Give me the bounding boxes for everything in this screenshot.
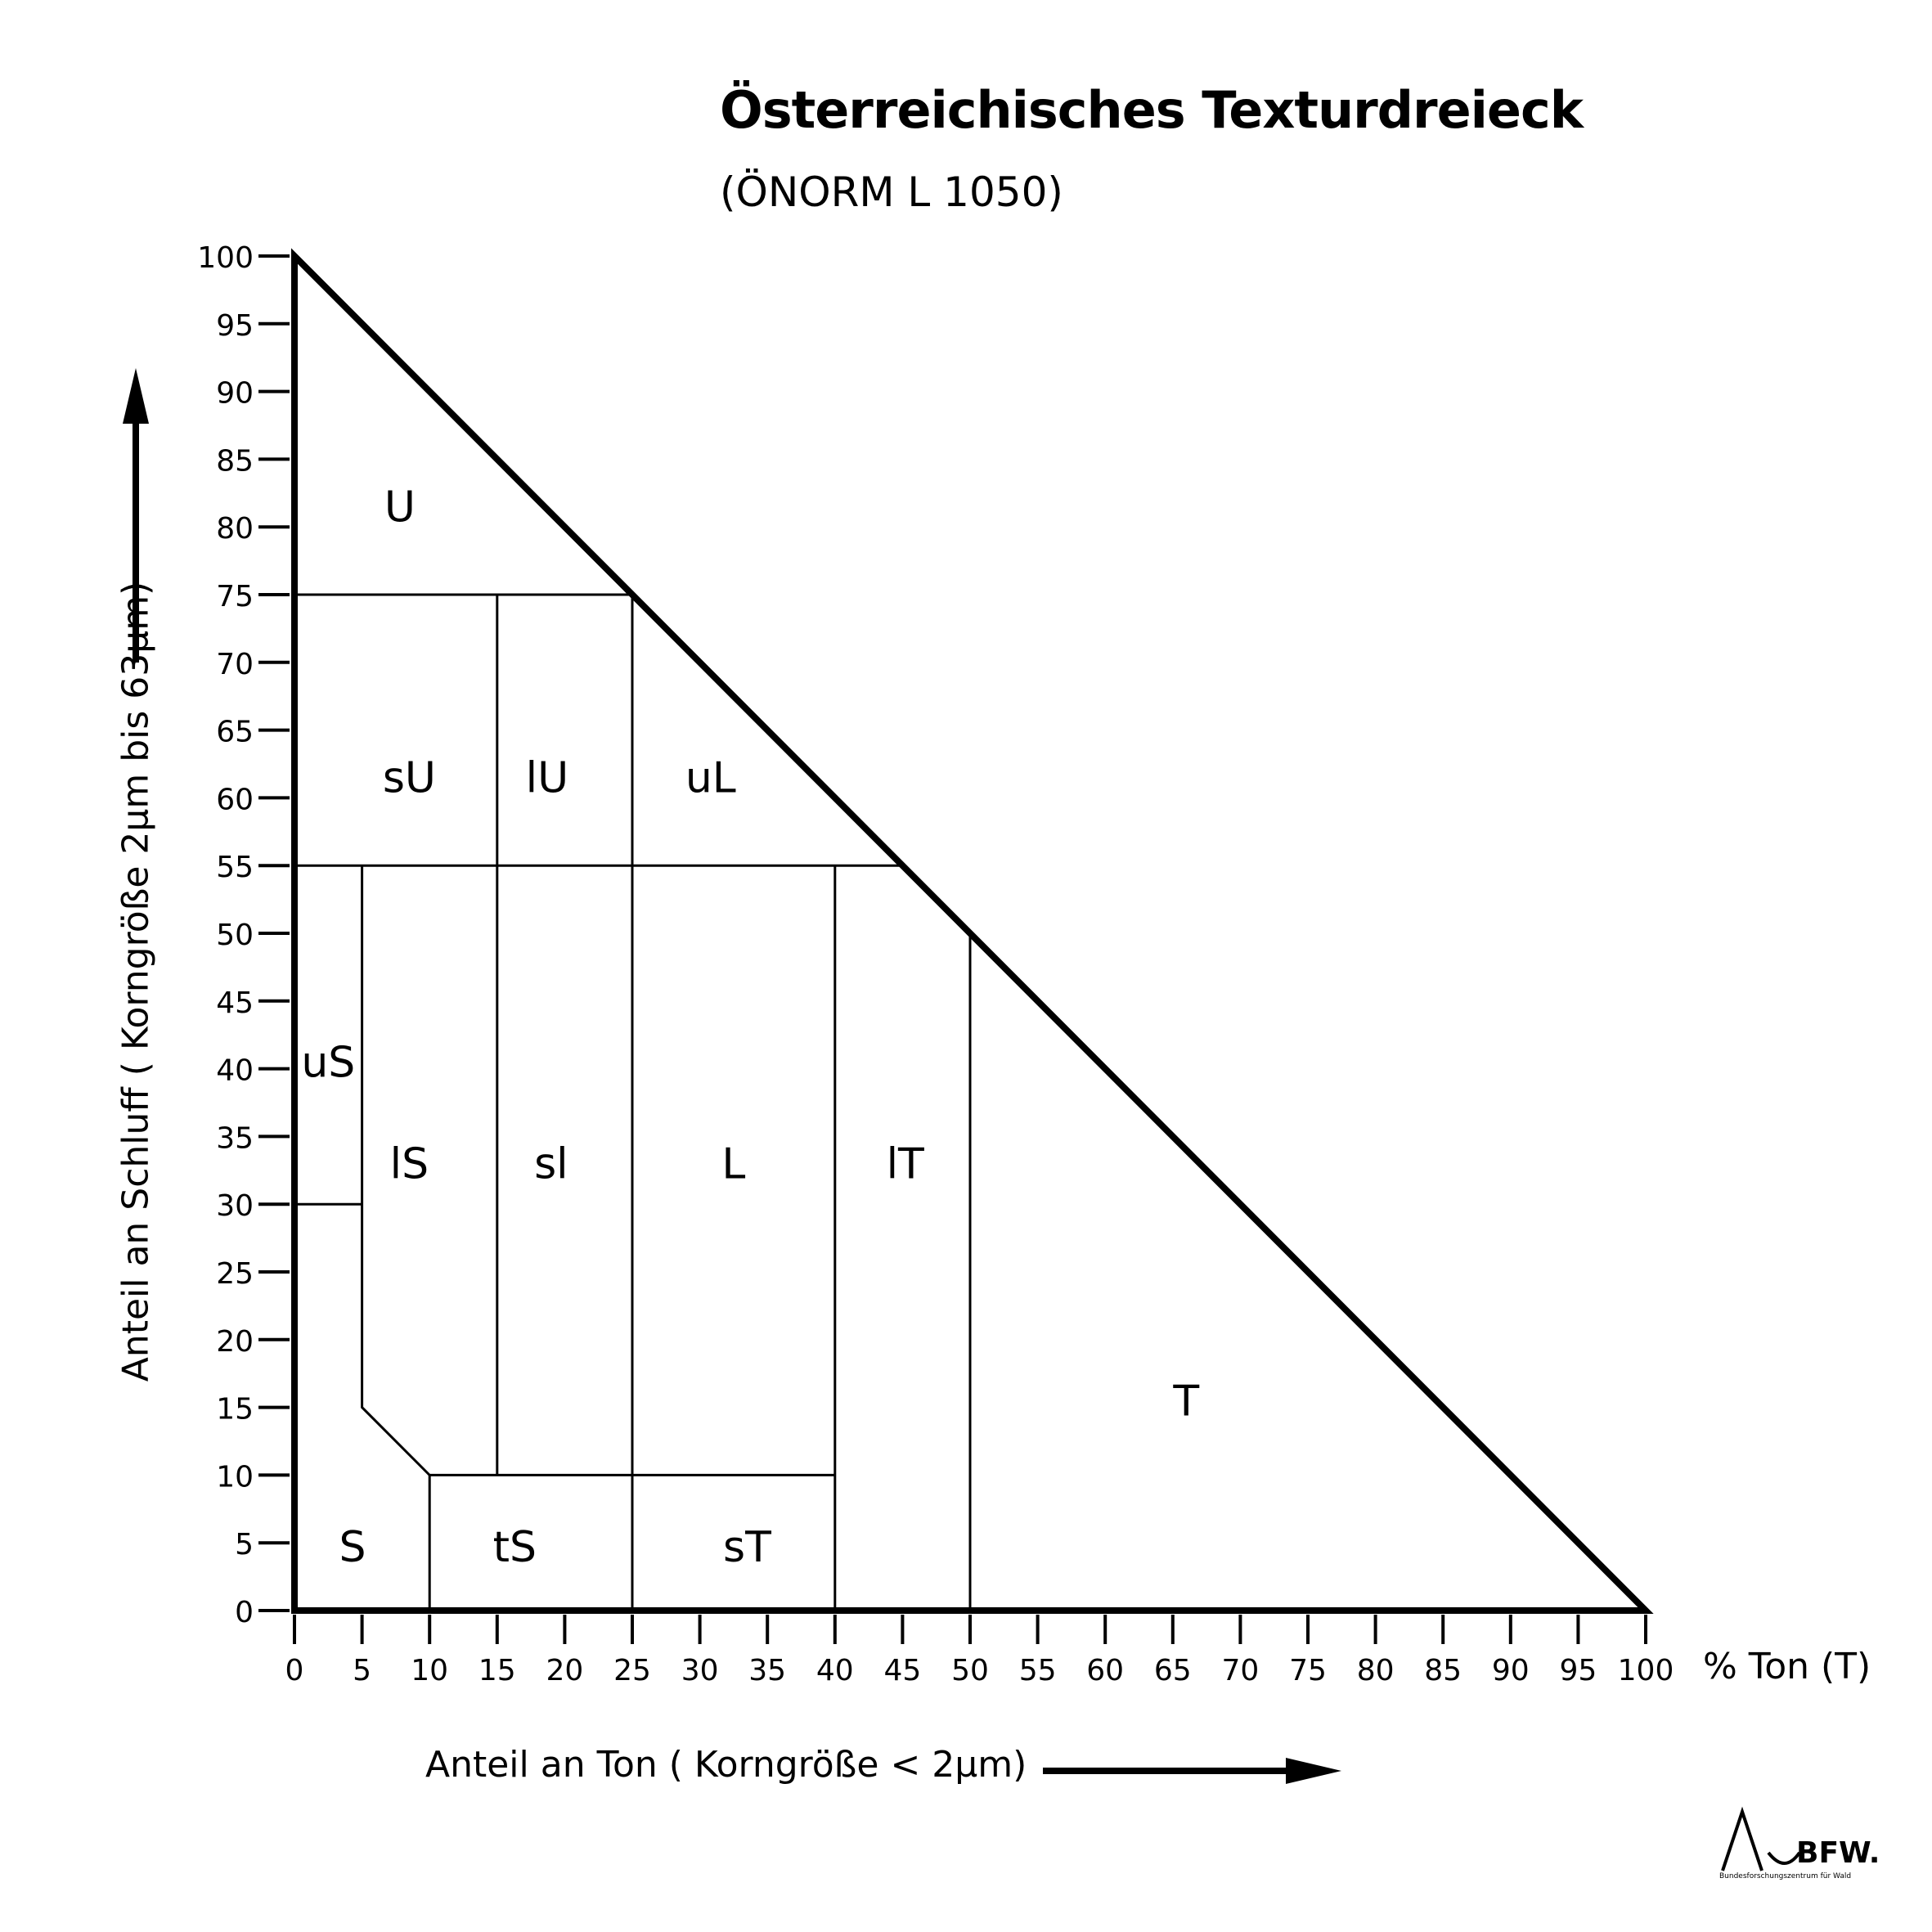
y-axis-title: Anteil an Schluff ( Korngröße 2µm bis 63… bbox=[115, 581, 157, 1382]
y-tick-label: 80 bbox=[216, 512, 254, 546]
y-tick-label: 35 bbox=[216, 1121, 254, 1155]
class-label-lT: lT bbox=[887, 1140, 924, 1189]
y-tick-label: 45 bbox=[216, 986, 254, 1020]
x-tick-label: 5 bbox=[353, 1654, 371, 1687]
y-axis-ticks: 0 5 10 15 20 25 30 35 40 45 50 55 60 65 70 75 80 85 90 95 10… bbox=[197, 241, 290, 1629]
page-subtitle: (ÖNORM L 1050) bbox=[720, 168, 1063, 216]
y-tick-label: 55 bbox=[216, 851, 254, 884]
class-label-sl: sl bbox=[534, 1140, 568, 1189]
x-tick-label: 60 bbox=[1086, 1654, 1124, 1687]
x-tick-label: 20 bbox=[546, 1654, 583, 1687]
bfw-logo: BFW. Bundesforschungszentrum für Wald bbox=[1719, 1804, 1899, 1885]
x-tick-label: 80 bbox=[1357, 1654, 1395, 1687]
class-label-tS: tS bbox=[493, 1523, 537, 1572]
class-label-T: T bbox=[1172, 1377, 1199, 1426]
x-axis-ticks: 0 5 10 15 20 25 30 35 40 45 50 55 60 65 70 75 80 85 90 95 10… bbox=[285, 1615, 1674, 1687]
tree-logo-icon bbox=[1721, 1806, 1801, 1871]
y-tick-label: 60 bbox=[216, 783, 254, 816]
x-tick-label: 55 bbox=[1019, 1654, 1057, 1687]
x-axis-title: Anteil an Ton ( Korngröße < 2µm) bbox=[425, 1744, 1027, 1786]
x-tick-label: 30 bbox=[681, 1654, 719, 1687]
y-axis-arrow-icon bbox=[123, 368, 149, 663]
class-label-L: L bbox=[721, 1140, 745, 1189]
x-tick-label: 15 bbox=[479, 1654, 516, 1687]
y-tick-label: 50 bbox=[216, 919, 254, 952]
y-tick-label: 20 bbox=[216, 1325, 254, 1359]
class-boundaries bbox=[294, 593, 972, 1611]
class-label-uL: uL bbox=[685, 754, 736, 803]
class-label-sT: sT bbox=[723, 1523, 771, 1572]
x-tick-label: 70 bbox=[1221, 1654, 1259, 1687]
class-label-S: S bbox=[339, 1523, 366, 1572]
class-label-lS: lS bbox=[390, 1140, 429, 1189]
y-tick-label: 100 bbox=[197, 241, 254, 275]
y-tick-label: 30 bbox=[216, 1189, 254, 1223]
y-tick-label: 0 bbox=[235, 1596, 254, 1629]
x-tick-label: 95 bbox=[1559, 1654, 1597, 1687]
x-axis-unit-label: % Ton (T) bbox=[1703, 1646, 1871, 1687]
x-tick-label: 100 bbox=[1618, 1654, 1674, 1687]
x-tick-label: 75 bbox=[1289, 1654, 1327, 1687]
logo-subtitle: Bundesforschungszentrum für Wald bbox=[1719, 1872, 1852, 1880]
x-tick-label: 50 bbox=[951, 1654, 989, 1687]
y-tick-label: 70 bbox=[216, 648, 254, 681]
y-tick-label: 40 bbox=[216, 1054, 254, 1088]
y-tick-label: 10 bbox=[216, 1460, 254, 1494]
x-tick-label: 45 bbox=[883, 1654, 921, 1687]
y-tick-label: 85 bbox=[216, 444, 254, 478]
x-tick-label: 90 bbox=[1492, 1654, 1530, 1687]
x-tick-label: 85 bbox=[1424, 1654, 1462, 1687]
class-label-lU: lU bbox=[526, 754, 569, 803]
x-axis-arrow-icon bbox=[1043, 1758, 1341, 1784]
triangle-outline bbox=[291, 248, 1654, 1614]
boundary-line bbox=[361, 865, 835, 1476]
logo-name: BFW. bbox=[1796, 1836, 1880, 1870]
x-tick-label: 10 bbox=[411, 1654, 448, 1687]
class-label-sU: sU bbox=[383, 754, 436, 803]
x-tick-label: 65 bbox=[1154, 1654, 1192, 1687]
y-tick-label: 90 bbox=[216, 377, 254, 411]
y-tick-label: 15 bbox=[216, 1393, 254, 1427]
x-tick-label: 40 bbox=[816, 1654, 854, 1687]
y-tick-label: 75 bbox=[216, 580, 254, 613]
y-tick-label: 5 bbox=[235, 1528, 254, 1561]
x-tick-label: 0 bbox=[285, 1654, 304, 1687]
y-tick-label: 25 bbox=[216, 1257, 254, 1291]
y-tick-label: 95 bbox=[216, 309, 254, 343]
y-tick-label: 65 bbox=[216, 716, 254, 749]
class-label-U: U bbox=[384, 483, 416, 532]
x-tick-label: 25 bbox=[613, 1654, 651, 1687]
page-title: Österreichisches Texturdreieck bbox=[720, 80, 1584, 140]
x-tick-label: 35 bbox=[748, 1654, 786, 1687]
class-label-uS: uS bbox=[301, 1038, 355, 1087]
